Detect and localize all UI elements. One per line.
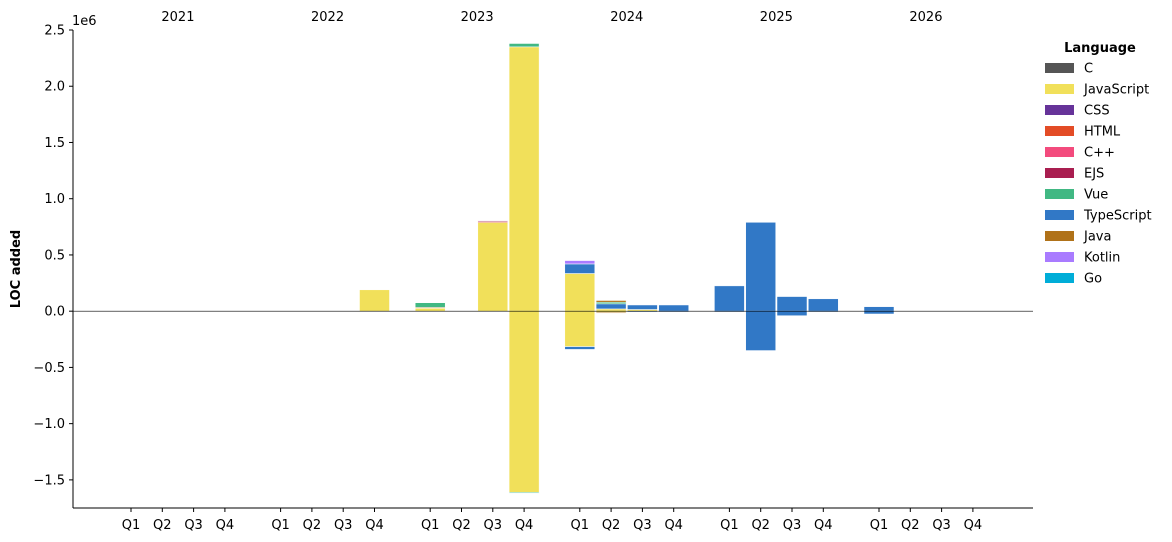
y-offset-label: 1e6 [72,14,97,29]
legend-swatch-Go [1045,273,1074,283]
y-tick-label: 0.0 [44,305,65,320]
legend-swatch-C [1045,63,1074,73]
y-tick-label: 2.0 [44,80,65,95]
bar-2024-Q2-JavaScript [595,308,627,312]
legend-swatch-JavaScript [1045,84,1074,94]
bar-2025-Q3-TypeScript [776,296,808,312]
legend: Language C JavaScript CSS HTML C++ EJS Vue Type… [1045,41,1152,287]
legend-label-JavaScript: JavaScript [1083,83,1149,98]
y-tick-label: −0.5 [33,361,65,376]
x-tick-label-2021-Q2: Q2 [153,518,172,533]
x-tick-label-2023-Q3: Q3 [484,518,503,533]
bars-group [359,43,895,494]
year-label-2023: 2023 [461,10,494,25]
x-tick-label-2023-Q2: Q2 [452,518,471,533]
bar-2024-Q1-JavaScript [564,273,596,312]
year-label-2024: 2024 [610,10,643,25]
bar-2023-Q3-JavaScript [477,222,509,312]
legend-label-Java: Java [1083,230,1111,245]
bar-2023-Q4-JavaScript [508,46,540,312]
legend-label-C: C [1084,62,1093,77]
x-tick-label-2023-Q1: Q1 [421,518,440,533]
legend-label-EJS: EJS [1084,167,1104,182]
bar-2026-Q1-TypeScript [863,306,895,312]
bar-2024-Q1-Kotlin [564,260,596,265]
year-label-2021: 2021 [161,10,194,25]
bar-2023-Q4-Vue [508,43,540,48]
x-tick-label-2022-Q2: Q2 [303,518,322,533]
y-tick-label: −1.0 [33,417,65,432]
legend-label-Go: Go [1084,272,1102,287]
x-tick-label-2021-Q1: Q1 [122,518,141,533]
x-tick-label-2024-Q4: Q4 [664,518,683,533]
legend-label-CSS: CSS [1084,104,1110,119]
bar-neg-2026-Q1-TypeScript [863,310,895,315]
legend-swatch-HTML [1045,126,1074,136]
y-tick-label: 1.5 [44,136,65,151]
legend-label-Kotlin: Kotlin [1084,251,1120,266]
x-tick-label-2024-Q2: Q2 [602,518,621,533]
x-tick-label-2025-Q1: Q1 [720,518,739,533]
legend-title: Language [1064,41,1136,56]
bar-2024-Q2-TypeScript [595,303,627,310]
y-tick-label: 2.5 [44,24,65,39]
x-tick-label-2026-Q1: Q1 [870,518,889,533]
x-tick-label-2025-Q2: Q2 [751,518,770,533]
x-tick-label-2022-Q1: Q1 [271,518,290,533]
bar-neg-2024-Q2-Java [595,312,627,314]
legend-label-TypeScript: TypeScript [1083,209,1152,224]
bar-2025-Q4-TypeScript [808,298,839,312]
legend-label-C++: C++ [1084,146,1115,161]
legend-swatch-Java [1045,231,1074,241]
bar-2025-Q1-TypeScript [714,285,745,312]
legend-swatch-Vue [1045,189,1074,199]
bar-neg-2025-Q3-TypeScript [776,310,808,316]
legend-swatch-EJS [1045,168,1074,178]
x-tick-label-2025-Q3: Q3 [783,518,802,533]
year-label-2022: 2022 [311,10,344,25]
bar-neg-2023-Q4-JavaScript [508,310,540,493]
bar-2024-Q2-Vue [595,301,627,305]
y-tick-label: −1.5 [33,473,65,488]
x-tick-label-2023-Q4: Q4 [515,518,534,533]
bar-2024-Q4-TypeScript [658,304,689,312]
x-tick-label-2021-Q4: Q4 [216,518,235,533]
year-label-2026: 2026 [909,10,942,25]
legend-swatch-Kotlin [1045,252,1074,262]
legend-label-HTML: HTML [1084,125,1121,140]
bar-neg-2024-Q1-TypeScript [564,346,596,350]
legend-swatch-TypeScript [1045,210,1074,220]
x-tick-label-2026-Q4: Q4 [964,518,983,533]
bar-2025-Q2-TypeScript [745,222,776,312]
x-tick-label-2026-Q3: Q3 [932,518,951,533]
bar-neg-2023-Q4-Vue [508,492,540,494]
bar-2023-Q1-Vue [414,302,446,308]
x-tick-label-2024-Q1: Q1 [571,518,590,533]
x-ticks-group: Q1 Q2 Q3 Q4 Q1 Q2 Q3 Q4 Q1 Q2 Q3 Q4 Q1 Q2 Q3 Q4 Q1 Q2 Q3 Q4… [122,508,982,533]
x-tick-label-2024-Q3: Q3 [633,518,652,533]
legend-swatch-C++ [1045,147,1074,157]
y-tick-label: 1.0 [44,192,65,207]
bar-neg-2024-Q1-JavaScript [564,310,596,347]
x-tick-label-2022-Q3: Q3 [334,518,353,533]
y-tick-label: 0.5 [44,248,65,263]
legend-label-Vue: Vue [1084,188,1108,203]
x-tick-label-2026-Q2: Q2 [901,518,920,533]
year-labels-group: 2021 2022 2023 2024 2025 2026 [161,10,942,25]
year-label-2025: 2025 [760,10,793,25]
bar-2024-Q1-TypeScript [564,263,596,274]
bar-2024-Q2-Java [595,300,627,303]
y-ticks-group: −1.5 −1.0 −0.5 0.0 0.5 1.0 1.5 2.0 2.5 [33,24,73,488]
y-axis-title: LOC added [9,230,24,308]
bar-2022-Q4-JavaScript [359,289,390,312]
bar-2023-Q3-EJS [477,220,509,223]
bar-2024-Q3-TypeScript [627,304,658,310]
x-tick-label-2021-Q3: Q3 [184,518,203,533]
legend-swatch-CSS [1045,105,1074,115]
x-tick-label-2025-Q4: Q4 [814,518,833,533]
x-tick-label-2022-Q4: Q4 [365,518,384,533]
bar-neg-2025-Q2-TypeScript [745,310,776,351]
